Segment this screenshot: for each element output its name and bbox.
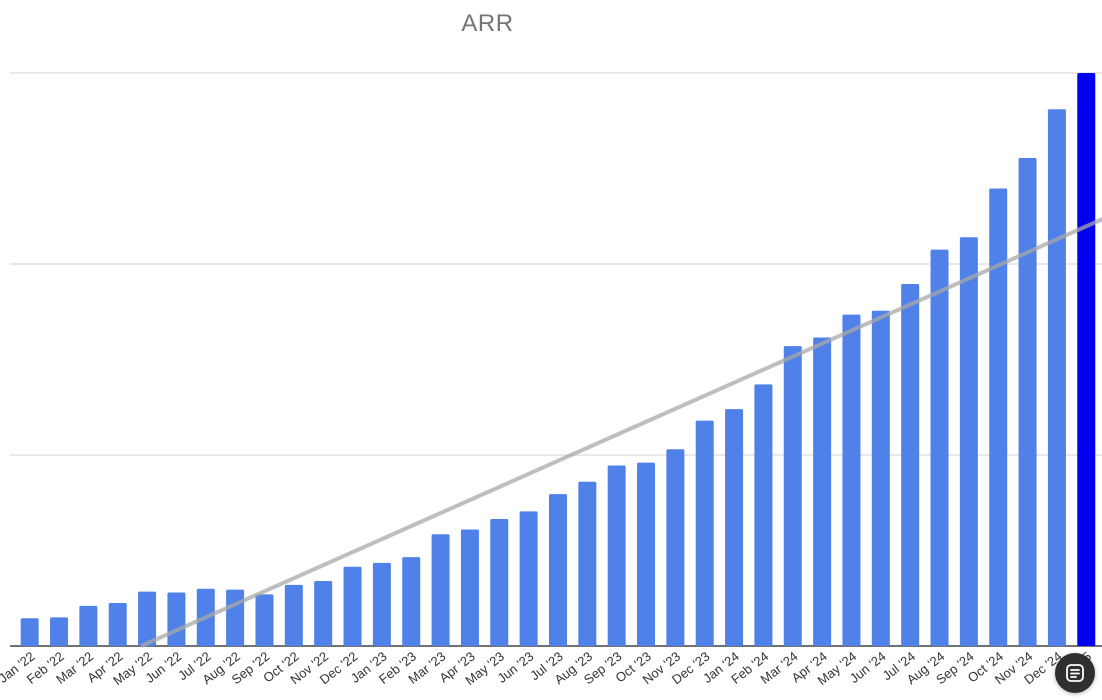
- bar: [226, 589, 245, 646]
- bar: [108, 603, 127, 646]
- bar: [460, 529, 479, 646]
- chart-title: ARR: [461, 10, 514, 37]
- bar: [695, 420, 714, 646]
- bar: [490, 518, 509, 646]
- document-list-icon: [1066, 664, 1084, 682]
- bar: [637, 462, 656, 646]
- trendline: [140, 217, 1102, 648]
- bar: [725, 409, 744, 646]
- bar: [783, 346, 802, 646]
- bar: [372, 562, 391, 646]
- bar: [813, 337, 832, 646]
- bar: [754, 384, 773, 646]
- bar: [1077, 73, 1096, 646]
- bar: [284, 584, 303, 646]
- bar: [930, 249, 949, 647]
- bar: [519, 511, 538, 646]
- bar: [989, 188, 1008, 646]
- bar: [79, 605, 98, 646]
- bar: [1047, 109, 1066, 647]
- bar: [255, 594, 274, 646]
- bar: [548, 494, 567, 646]
- bar: [167, 592, 186, 646]
- bar: [314, 581, 333, 646]
- floating-action-button[interactable]: [1055, 653, 1095, 693]
- bar: [666, 449, 685, 646]
- bar: [578, 481, 597, 646]
- bar: [607, 465, 626, 646]
- bar: [431, 534, 450, 646]
- bar: [901, 284, 920, 646]
- bars: [20, 73, 1096, 647]
- bar: [343, 566, 362, 646]
- bar: [402, 557, 421, 646]
- bar: [138, 591, 157, 646]
- trendline-layer: [140, 217, 1102, 648]
- bar: [959, 237, 978, 646]
- bar: [1018, 157, 1037, 646]
- bar: [871, 310, 890, 646]
- bar: [50, 617, 69, 646]
- bar: [842, 314, 861, 646]
- bar: [20, 618, 39, 646]
